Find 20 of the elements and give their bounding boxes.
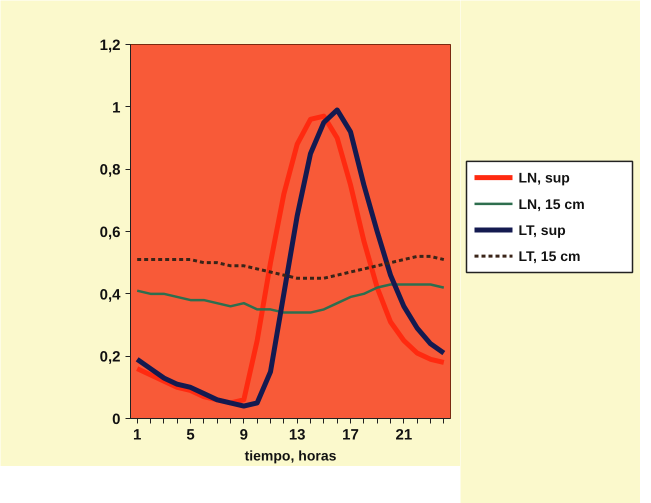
legend-label: LT, sup: [518, 222, 566, 238]
x-tick-label: 13: [288, 426, 306, 444]
y-tick-label: 1: [112, 99, 120, 116]
y-tick-label: 0,8: [100, 162, 121, 179]
x-tick-label: 17: [342, 426, 359, 444]
x-tick-label: 5: [186, 426, 195, 444]
x-axis-title: tiempo, horas: [244, 448, 337, 464]
legend-label: LN, sup: [518, 170, 570, 186]
line-series: [136, 254, 446, 280]
y-tick-label: 0,6: [100, 224, 121, 241]
y-tick-label: 0: [112, 411, 120, 428]
legend-label: LN, 15 cm: [518, 196, 585, 212]
x-tick-label: 1: [132, 426, 142, 444]
y-tick-label: 0,4: [100, 286, 122, 304]
line-series: [136, 283, 446, 314]
x-tick-label: 21: [395, 426, 412, 444]
legend-label: LT, 15 cm: [518, 248, 580, 264]
y-tick-label: 1,2: [100, 37, 121, 54]
y-tick-label: 0,2: [100, 348, 121, 366]
x-tick-label: 9: [240, 426, 248, 444]
